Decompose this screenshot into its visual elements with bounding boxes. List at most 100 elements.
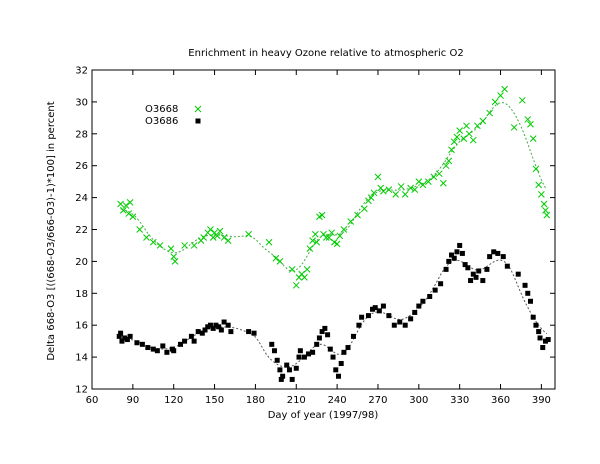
data-point-o3686 bbox=[277, 367, 283, 373]
data-point-o3686 bbox=[301, 354, 307, 360]
data-points bbox=[116, 85, 551, 382]
data-point-o3668 bbox=[220, 234, 228, 241]
data-point-o3668 bbox=[401, 191, 409, 198]
data-point-o3668 bbox=[336, 232, 344, 240]
data-point-o3668 bbox=[463, 122, 470, 130]
data-point-o3686 bbox=[319, 329, 325, 335]
data-point-o3686 bbox=[454, 249, 460, 255]
data-point-o3686 bbox=[228, 329, 234, 335]
data-point-o3668 bbox=[333, 240, 341, 248]
y-tick-label: 22 bbox=[75, 225, 88, 236]
data-point-o3686 bbox=[427, 293, 433, 299]
data-point-o3668 bbox=[306, 245, 314, 252]
data-point-o3668 bbox=[430, 173, 438, 181]
data-point-o3686 bbox=[350, 333, 356, 339]
data-point-o3686 bbox=[459, 250, 465, 256]
data-point-o3686 bbox=[470, 271, 476, 277]
data-point-o3668 bbox=[224, 237, 232, 245]
x-tick-label: 360 bbox=[491, 395, 510, 406]
legend-marker-symbol bbox=[195, 118, 201, 124]
data-point-o3686 bbox=[134, 340, 140, 346]
data-point-o3686 bbox=[402, 322, 408, 328]
data-point-o3668 bbox=[380, 187, 387, 195]
data-point-o3686 bbox=[202, 327, 208, 333]
data-point-o3668 bbox=[415, 178, 423, 186]
data-point-o3668 bbox=[538, 191, 545, 198]
y-tick-label: 12 bbox=[75, 385, 88, 396]
data-point-o3686 bbox=[278, 376, 284, 382]
data-point-o3686 bbox=[182, 338, 188, 344]
legend-marker-symbol bbox=[194, 105, 202, 113]
data-point-o3668 bbox=[322, 234, 330, 241]
data-point-o3686 bbox=[542, 338, 548, 344]
data-point-o3686 bbox=[145, 345, 151, 351]
chart-title: Enrichment in heavy Ozone relative to at… bbox=[188, 48, 463, 59]
data-point-o3686 bbox=[372, 305, 378, 311]
data-point-o3686 bbox=[269, 341, 275, 347]
data-point-o3668 bbox=[276, 258, 284, 265]
data-point-o3686 bbox=[476, 268, 482, 274]
data-point-o3668 bbox=[354, 211, 361, 219]
data-point-o3686 bbox=[199, 330, 205, 336]
data-point-o3686 bbox=[271, 348, 277, 354]
legend-label-o3686: O3686 bbox=[145, 116, 178, 127]
data-point-o3686 bbox=[322, 325, 328, 331]
legend: O3668 O3686 bbox=[145, 104, 202, 127]
data-point-o3686 bbox=[118, 330, 124, 336]
data-point-o3686 bbox=[293, 365, 299, 371]
data-point-o3668 bbox=[435, 170, 443, 178]
data-point-o3686 bbox=[246, 329, 252, 335]
data-point-o3668 bbox=[309, 237, 316, 245]
data-point-o3686 bbox=[457, 242, 463, 248]
y-tick-label: 16 bbox=[75, 321, 88, 332]
data-point-o3668 bbox=[532, 165, 540, 173]
data-point-o3668 bbox=[510, 124, 518, 131]
data-point-o3686 bbox=[462, 262, 468, 268]
data-point-o3686 bbox=[284, 362, 290, 368]
y-tick-label: 24 bbox=[75, 193, 88, 204]
x-tick-label: 90 bbox=[126, 395, 139, 406]
data-point-o3668 bbox=[486, 109, 493, 117]
x-tick-label: 150 bbox=[205, 395, 224, 406]
data-point-o3686 bbox=[274, 357, 280, 363]
x-tick-label: 390 bbox=[532, 395, 551, 406]
x-tick-label: 60 bbox=[86, 395, 99, 406]
data-point-o3668 bbox=[136, 226, 144, 233]
data-point-o3686 bbox=[119, 338, 125, 344]
data-point-o3686 bbox=[221, 319, 227, 325]
data-point-o3668 bbox=[442, 162, 450, 170]
fit-curve-o3668 bbox=[120, 101, 546, 272]
data-point-o3686 bbox=[533, 322, 539, 328]
data-point-o3668 bbox=[497, 92, 504, 99]
data-point-o3668 bbox=[360, 205, 368, 213]
data-point-o3686 bbox=[525, 290, 531, 296]
data-point-o3686 bbox=[327, 346, 333, 352]
x-tick-label: 300 bbox=[409, 395, 428, 406]
data-point-o3668 bbox=[325, 234, 333, 241]
data-point-o3686 bbox=[188, 333, 194, 339]
data-point-o3686 bbox=[154, 348, 160, 354]
data-point-o3686 bbox=[412, 309, 418, 315]
y-tick-label: 26 bbox=[75, 161, 88, 172]
data-point-o3668 bbox=[126, 199, 134, 206]
data-point-o3668 bbox=[501, 85, 508, 93]
data-point-o3686 bbox=[408, 316, 414, 322]
data-point-o3686 bbox=[376, 308, 382, 314]
data-point-o3686 bbox=[280, 373, 286, 379]
data-point-o3686 bbox=[515, 271, 521, 277]
data-point-o3686 bbox=[164, 349, 170, 355]
data-point-o3668 bbox=[491, 98, 499, 106]
data-point-o3668 bbox=[542, 207, 549, 214]
data-point-o3686 bbox=[443, 266, 449, 272]
data-point-o3668 bbox=[397, 183, 405, 190]
data-point-o3686 bbox=[391, 322, 397, 328]
y-tick-label: 20 bbox=[75, 257, 88, 268]
data-point-o3686 bbox=[480, 278, 486, 284]
x-tick-label: 120 bbox=[164, 395, 183, 406]
data-point-o3668 bbox=[419, 181, 427, 189]
data-point-o3668 bbox=[181, 242, 188, 249]
data-point-o3668 bbox=[392, 191, 400, 198]
data-point-o3686 bbox=[527, 298, 533, 304]
data-point-o3668 bbox=[122, 202, 130, 209]
data-point-o3668 bbox=[543, 211, 551, 219]
